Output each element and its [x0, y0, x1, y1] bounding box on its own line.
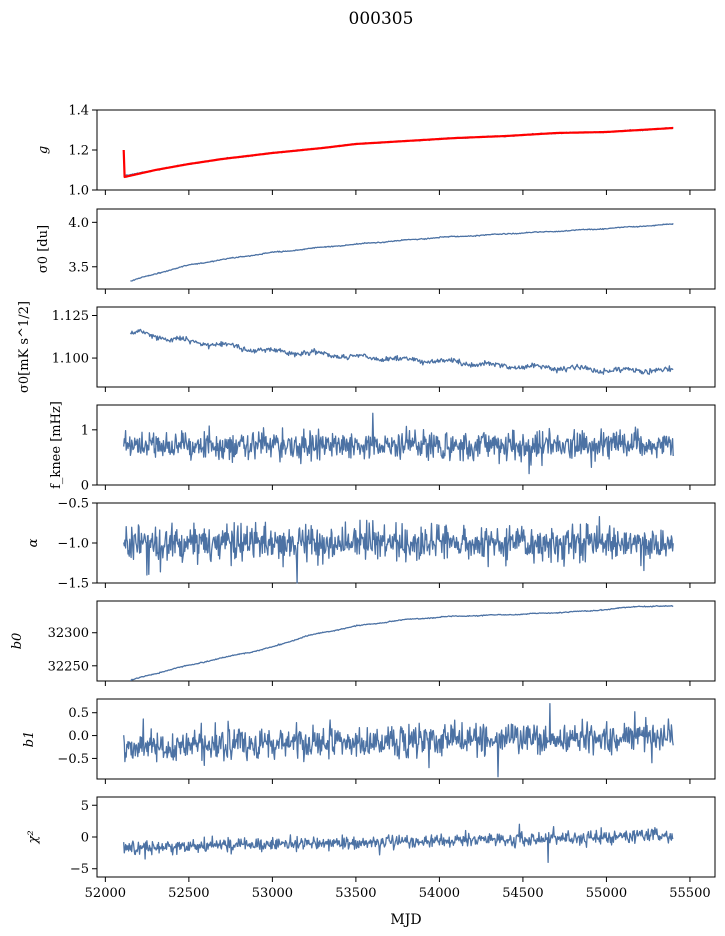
chart-title: 000305 [349, 9, 414, 29]
series-line-b1 [123, 702, 674, 778]
y-tick-label: 32300 [48, 626, 89, 641]
y-tick-label: 4.0 [68, 216, 89, 231]
panel-fknee: f_knee [mHz] [49, 401, 716, 489]
y-tick-label: 0.0 [68, 729, 89, 744]
panel-frame [96, 306, 716, 388]
series-line-b0 [130, 604, 674, 682]
x-axis-label: MJD [390, 912, 421, 928]
y-tick-label: 1.4 [68, 104, 89, 119]
y-tick-label: 0 [81, 479, 89, 494]
series-line-fknee [123, 412, 674, 475]
panel-sigma0-du: σ0 [du] [36, 208, 716, 290]
y-tick-label: 1.0 [68, 184, 89, 199]
x-tick-label: 55500 [669, 886, 710, 901]
series-line-g [123, 127, 674, 177]
series-line-alpha [123, 515, 674, 584]
y-tick-label: 1.2 [68, 144, 89, 159]
panel-ylabel: b0 [10, 633, 25, 650]
chart-marks: 1.0 1.2 1.4 3.5 4.0 1.100 1.125 0 1 −1.5 −1.0 −0.5 3… [48, 104, 711, 902]
panel-ylabel: σ0 [du] [36, 225, 51, 273]
panel-ylabel: b1 [22, 731, 37, 748]
y-tick-label: 1.125 [52, 309, 89, 324]
y-tick-label: 5 [81, 799, 89, 814]
y-tick-label: 32250 [48, 659, 89, 674]
panel-ylabel: g [36, 146, 51, 154]
y-tick-label: −1.5 [57, 577, 89, 592]
y-tick-label: 0.5 [68, 706, 89, 721]
x-tick-label: 53000 [252, 886, 293, 901]
y-tick-label: −0.5 [57, 752, 89, 767]
panel-frame [96, 109, 716, 191]
y-tick-label: −0.5 [57, 497, 89, 512]
panel-sigma0-mKs: σ0[mK s^1/2] [17, 301, 716, 393]
x-tick-label: 52500 [168, 886, 209, 901]
panel-chi2: χ² [26, 796, 716, 878]
series-line-sigma0_mKs [129, 328, 674, 376]
panel-ylabel: f_knee [mHz] [49, 401, 64, 489]
y-tick-label: −1.0 [57, 537, 89, 552]
panel-frame [96, 600, 716, 682]
x-tick-label: 55000 [586, 886, 627, 901]
series-line-g-fit [122, 126, 674, 179]
panel-ylabel: α [26, 538, 41, 547]
panel-ylabel: χ² [26, 830, 41, 844]
panel-frame [96, 208, 716, 290]
x-tick-label: 54500 [502, 886, 543, 901]
panel-b0: b0 [10, 600, 716, 682]
panel-g: g [36, 109, 716, 191]
x-tick-label: 52000 [85, 886, 126, 901]
y-tick-label: 1.100 [52, 352, 89, 367]
series-line-sigma0 [130, 223, 674, 282]
y-tick-label: 0 [81, 831, 89, 846]
y-tick-label: 1 [81, 423, 89, 438]
y-tick-label: 3.5 [68, 260, 89, 275]
x-tick-label: 54000 [419, 886, 460, 901]
x-tick-label: 53500 [335, 886, 376, 901]
panel-frame [96, 404, 716, 486]
panel-frame [96, 698, 716, 780]
series-line-chi2 [123, 823, 674, 864]
panel-b1: b1 [22, 698, 716, 780]
y-tick-label: −5 [70, 862, 89, 877]
panel-ylabel: σ0[mK s^1/2] [17, 301, 32, 393]
